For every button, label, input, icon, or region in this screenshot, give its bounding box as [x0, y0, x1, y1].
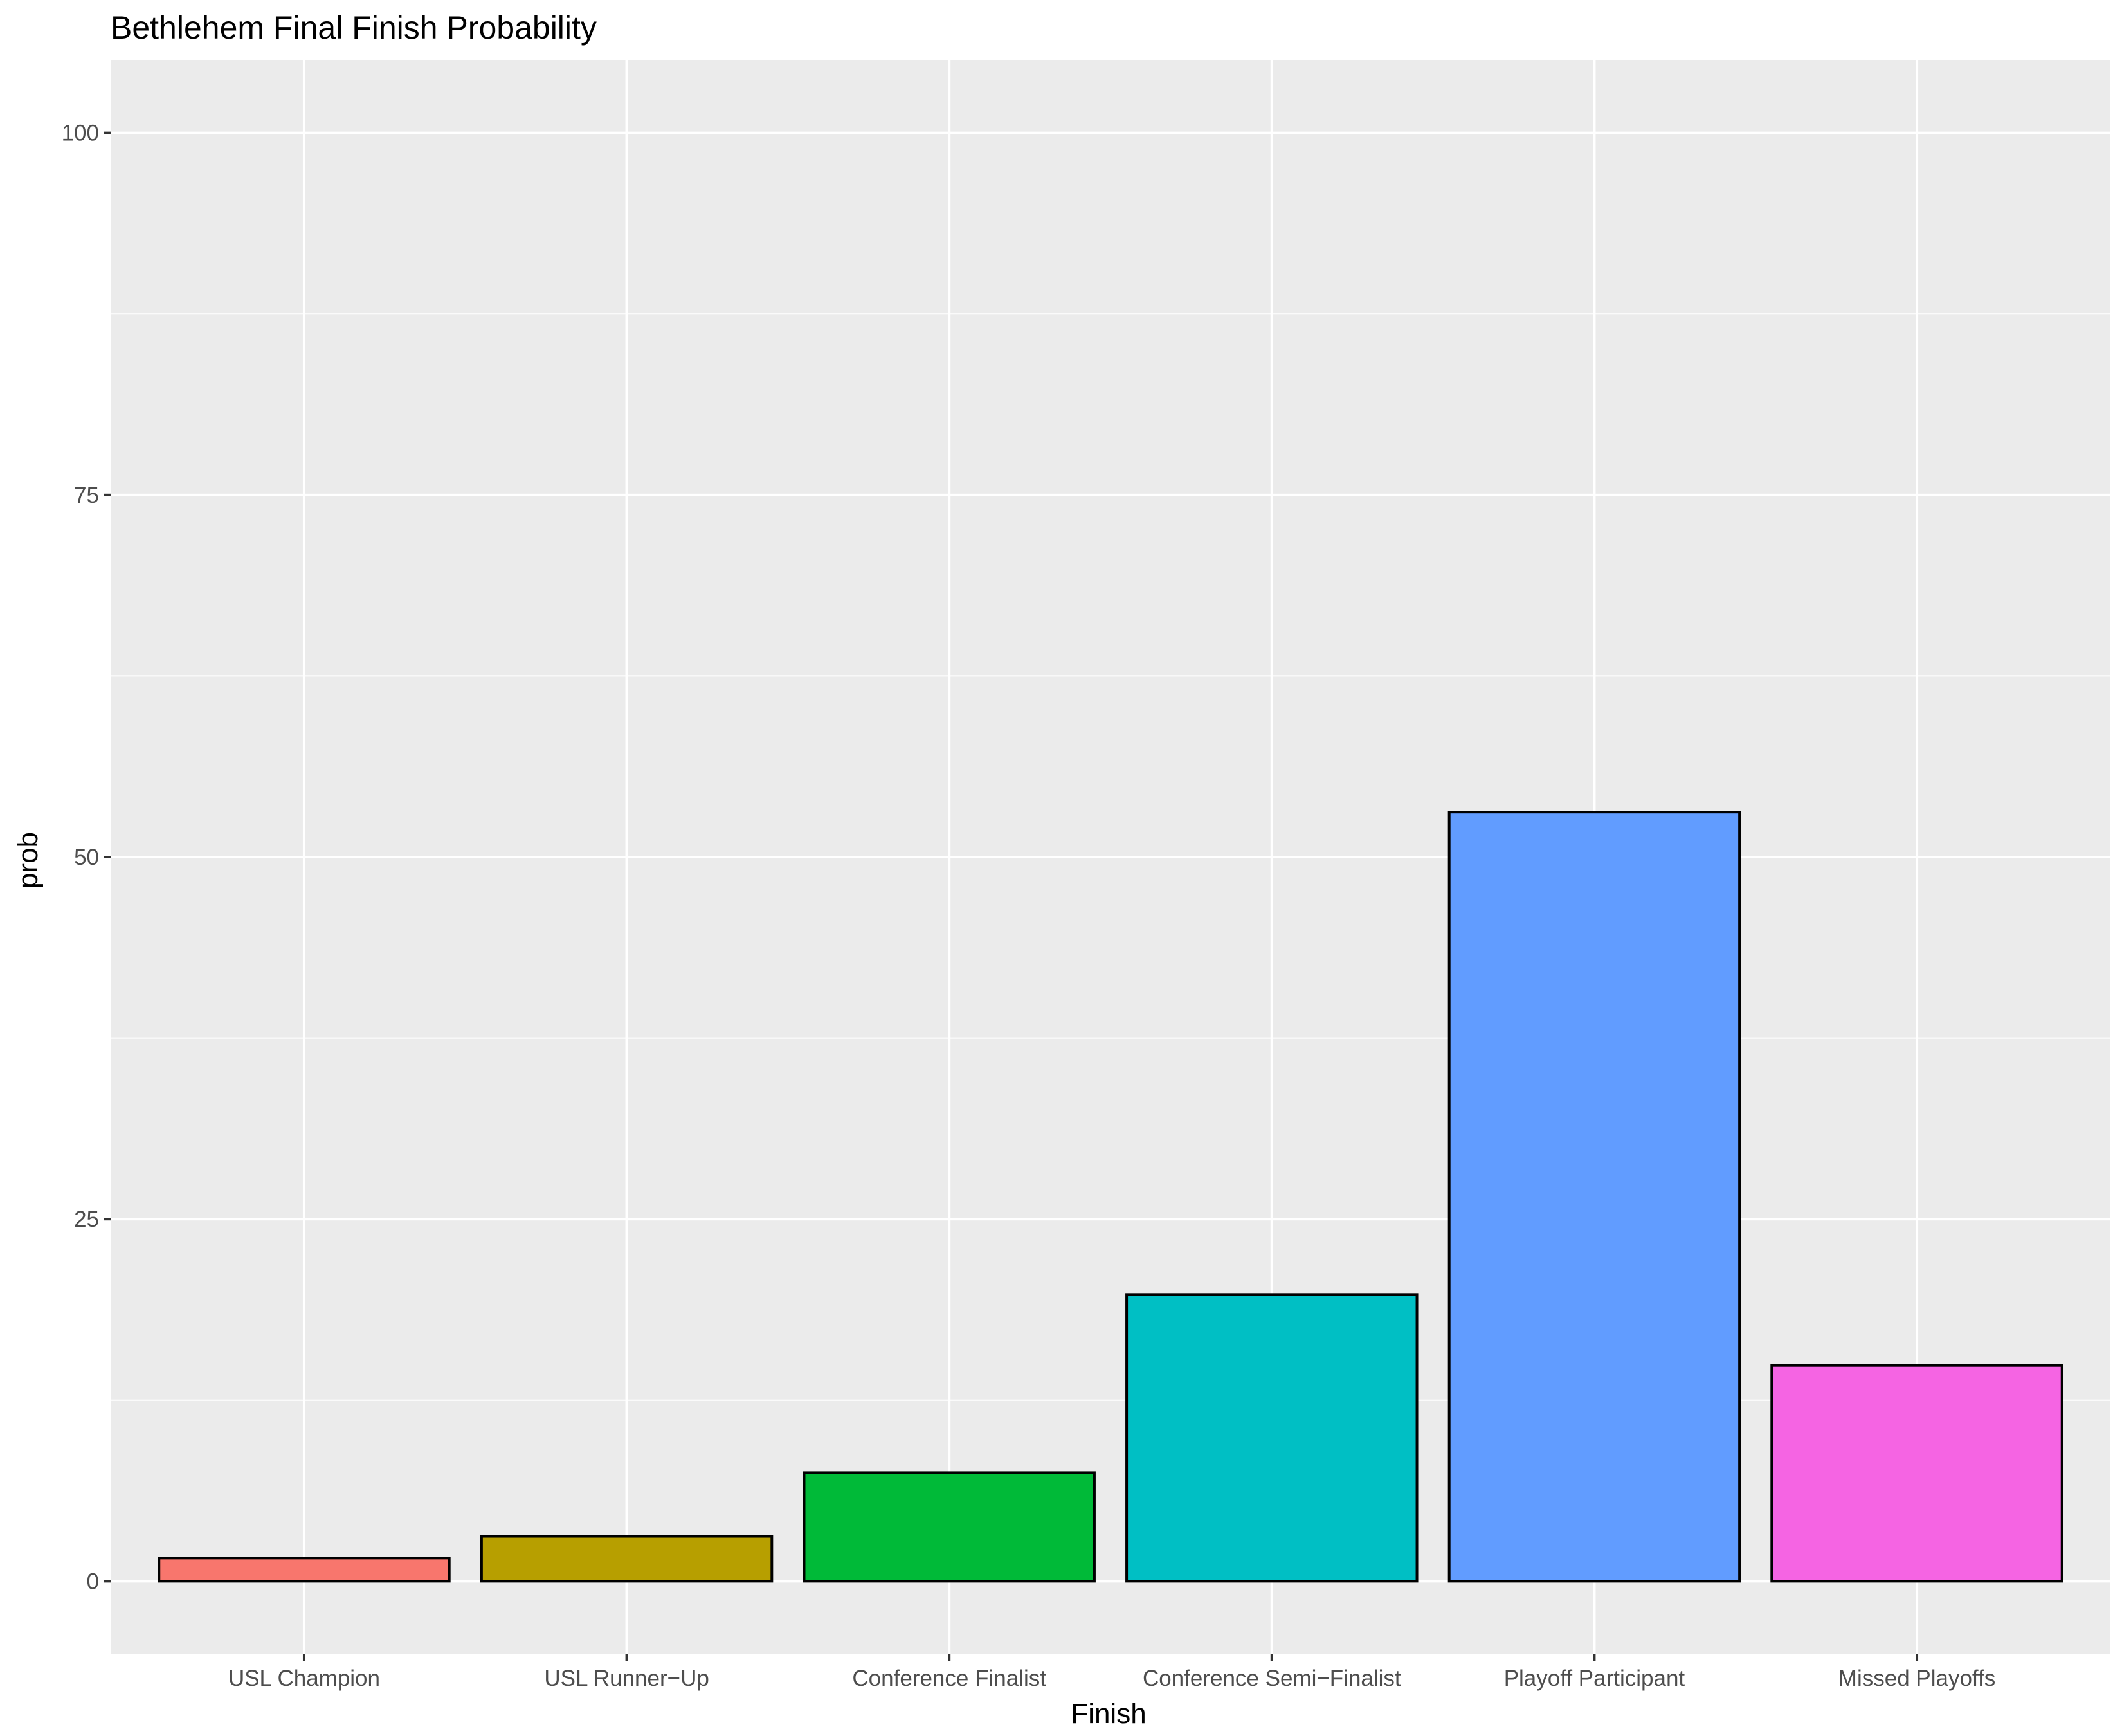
y-tick-label: 75 [74, 483, 99, 508]
y-tick-label: 50 [74, 845, 99, 870]
y-tick-label: 100 [62, 121, 99, 146]
bar [480, 1535, 774, 1583]
x-tick-label: Conference Semi−Finalist [1143, 1666, 1401, 1691]
bar [158, 1557, 451, 1583]
bar [1447, 811, 1741, 1583]
x-tick-label: USL Runner−Up [544, 1666, 709, 1691]
chart-title: Bethlehem Final Finish Probability [111, 10, 597, 46]
x-tick-label: Conference Finalist [852, 1666, 1046, 1691]
y-tick-label: 0 [87, 1569, 99, 1594]
bars [158, 811, 2063, 1583]
y-axis-title: prob [12, 832, 44, 889]
bar [1125, 1293, 1419, 1583]
x-axis-title: Finish [1071, 1698, 1146, 1730]
x-axis: USL Champion USL Runner−Up Conference Fina… [228, 1654, 1995, 1691]
y-axis: 0 25 50 75 100 [62, 121, 111, 1594]
x-tick-label: USL Champion [228, 1666, 380, 1691]
x-tick-label: Playoff Participant [1504, 1666, 1685, 1691]
y-tick-label: 25 [74, 1207, 99, 1232]
bar [1770, 1364, 2063, 1583]
bar [803, 1471, 1096, 1583]
x-tick-label: Missed Playoffs [1838, 1666, 1995, 1691]
